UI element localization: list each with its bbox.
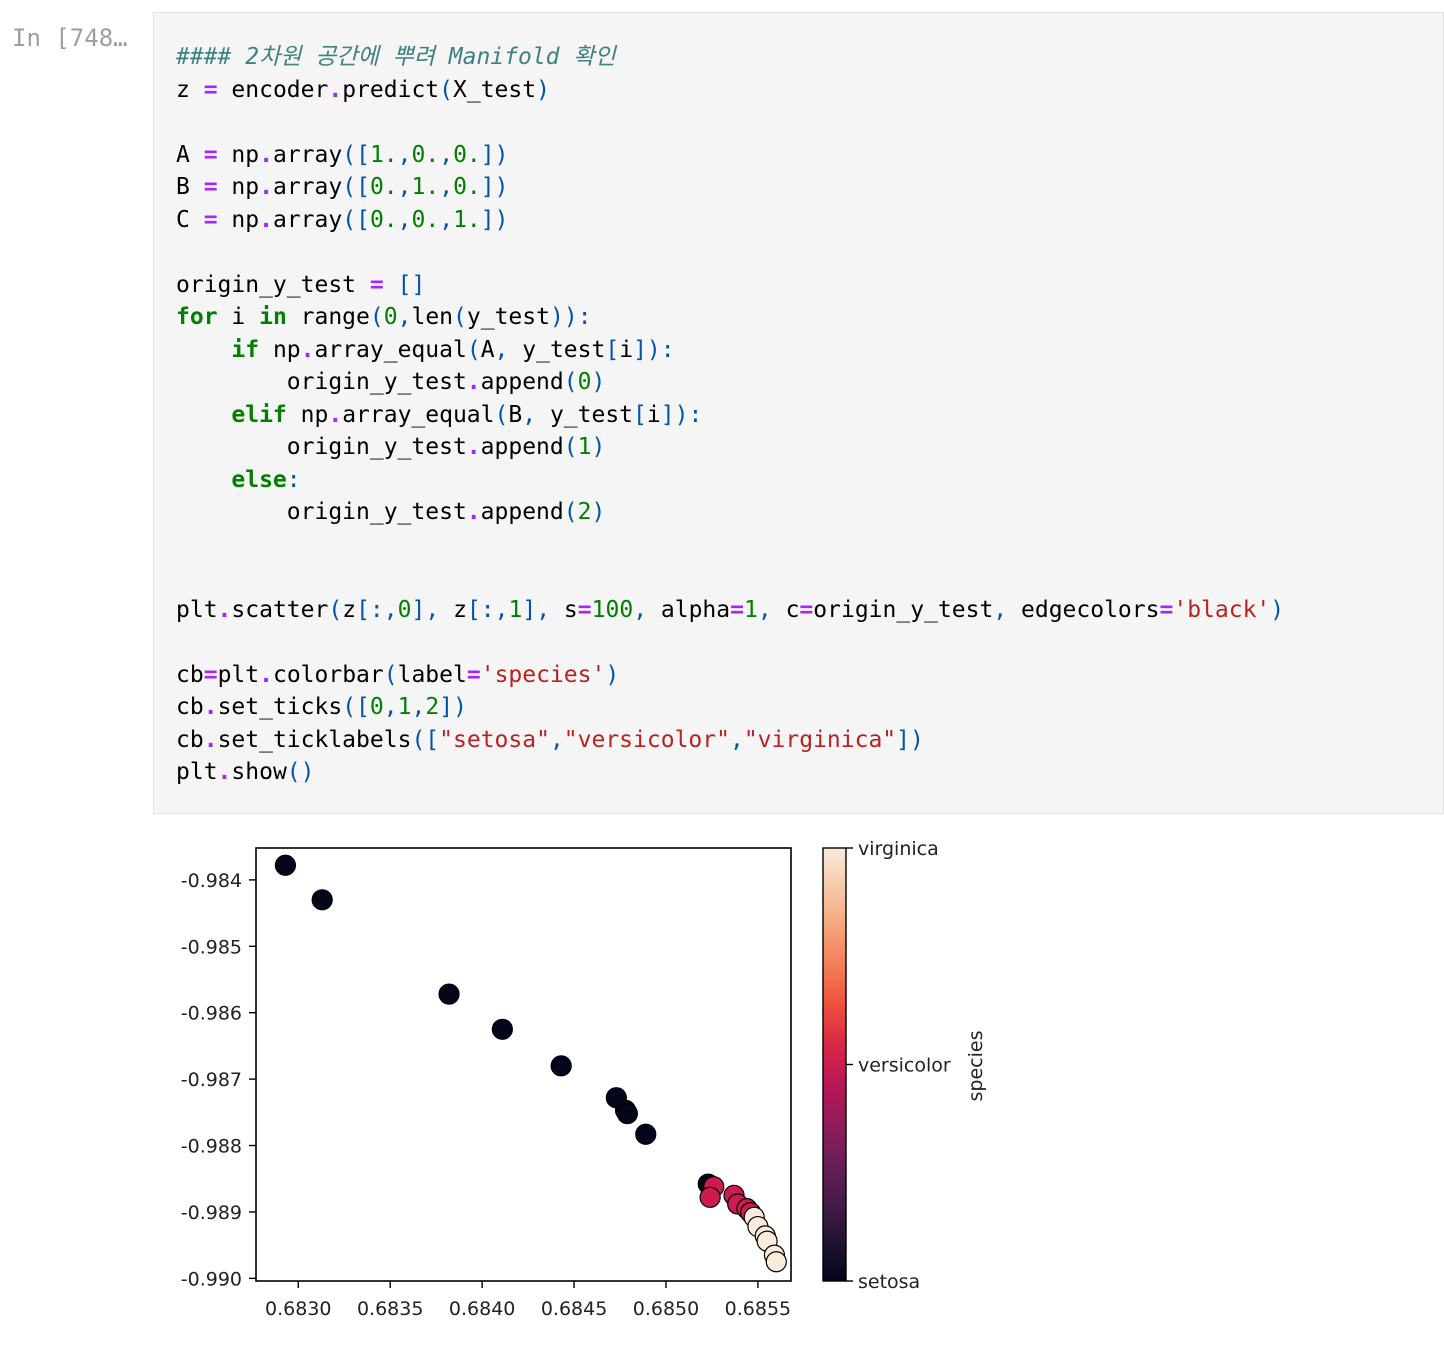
code-line: elif np.array_equal(B, y_test[i]): — [231, 401, 703, 428]
x-tick-label: 0.6855 — [725, 1298, 791, 1320]
y-tick-label: -0.990 — [181, 1268, 242, 1290]
code-line: cb.set_ticks([0,1,2]) — [176, 694, 467, 720]
scatter-point — [699, 1186, 721, 1208]
code-line: z = encoder.predict(X_test) — [176, 76, 550, 103]
code-line: origin_y_test.append(1) — [176, 434, 606, 460]
code-line: ​ — [176, 561, 1284, 594]
y-tick-label: -0.984 — [181, 870, 242, 892]
scatter-plot: 0.6830 0.6835 0.6840 0.6845 0.6850 0.6855 -0.9… — [181, 838, 987, 1320]
x-tick-label: 0.6840 — [449, 1298, 515, 1320]
code-line: else: — [231, 466, 301, 493]
x-tick-label: 0.6830 — [265, 1298, 331, 1320]
y-tick-label: -0.988 — [181, 1136, 242, 1158]
code-line: ​ — [176, 529, 1284, 562]
scatter-point — [616, 1103, 638, 1125]
y-tick-label: -0.985 — [181, 936, 242, 958]
code-line: cb=plt.colorbar(label='species') — [176, 661, 620, 688]
scatter-point — [765, 1251, 787, 1273]
code-cell-input[interactable]: #### 2차원 공간에 뿌려 Manifold 확인 z = encoder.p… — [153, 12, 1444, 814]
colorbar-tick-label: setosa — [858, 1271, 920, 1293]
x-tick-label: 0.6850 — [633, 1298, 699, 1320]
code-line: C = np.array([0.,0.,1.]) — [176, 206, 509, 233]
code-line: ​ — [176, 236, 1284, 269]
code-line: B = np.array([0.,1.,0.]) — [176, 174, 509, 200]
scatter-point — [635, 1123, 657, 1145]
y-tick-label: -0.986 — [181, 1003, 242, 1025]
code-line: plt.show() — [176, 759, 315, 785]
code-line: #### 2차원 공간에 뿌려 Manifold 확인 — [176, 44, 616, 70]
code-line: A = np.array([1.,0.,0.]) — [176, 141, 509, 168]
code-line: ​ — [176, 106, 1284, 139]
code-line: cb.set_ticklabels(["setosa","versicolor"… — [176, 726, 924, 753]
y-tick-label: -0.989 — [181, 1202, 242, 1224]
scatter-point — [311, 889, 333, 911]
code-line: origin_y_test = [] — [176, 271, 426, 298]
code-line: for i in range(0,len(y_test)): — [176, 304, 592, 330]
plot-frame — [255, 847, 792, 1282]
y-tick-label: -0.987 — [181, 1069, 242, 1091]
colorbar-tick-label: virginica — [858, 838, 939, 860]
code-line: if np.array_equal(A, y_test[i]): — [231, 336, 675, 363]
colorbar-label: species — [965, 1031, 987, 1102]
scatter-point — [438, 983, 460, 1005]
scatter-point — [274, 854, 297, 876]
code-line: ​ — [176, 626, 1284, 659]
code-line: origin_y_test.append(0) — [176, 369, 606, 395]
code-line: origin_y_test.append(2) — [176, 499, 606, 525]
cell-prompt: In [748… — [12, 24, 128, 52]
scatter-point — [491, 1018, 513, 1040]
scatter-point — [550, 1055, 572, 1077]
cell-output: 0.6830 0.6835 0.6840 0.6845 0.6850 0.6855 -0.9… — [153, 822, 1444, 1344]
code-editor[interactable]: #### 2차원 공간에 뿌려 Manifold 확인 z = encoder.p… — [176, 41, 1284, 789]
x-tick-label: 0.6835 — [357, 1298, 423, 1320]
colorbar — [822, 847, 847, 1282]
x-tick-label: 0.6845 — [541, 1298, 607, 1320]
code-line: plt.scatter(z[:,0], z[:,1], s=100, alpha… — [176, 596, 1285, 623]
colorbar-tick-label: versicolor — [858, 1055, 951, 1077]
